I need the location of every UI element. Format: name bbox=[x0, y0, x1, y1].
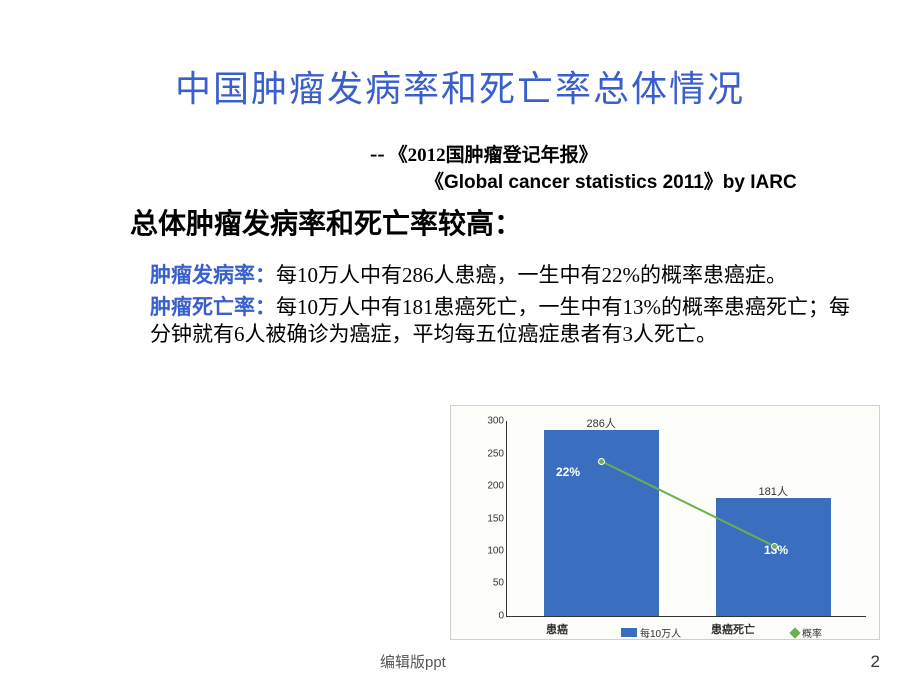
legend-line: 概率 bbox=[791, 625, 822, 640]
legend-line-swatch bbox=[789, 627, 800, 638]
legend-bar-label: 每10万人 bbox=[640, 625, 681, 640]
mortality-label: 肿瘤死亡率： bbox=[150, 295, 276, 319]
incidence-mortality-chart: 0 50 100 150 200 250 300 22% 13% 286人 18… bbox=[450, 405, 880, 640]
paragraph-2: 肿瘤死亡率：每10万人中有181患癌死亡，一生中有13%的概率患癌死亡；每分钟就… bbox=[150, 294, 870, 347]
ytick-300: 300 bbox=[487, 416, 504, 427]
legend-line-label: 概率 bbox=[802, 625, 822, 640]
ytick-200: 200 bbox=[487, 480, 504, 491]
legend-bar-swatch bbox=[621, 628, 637, 637]
bar-label-2: 181人 bbox=[759, 483, 788, 499]
bar-label-1: 286人 bbox=[587, 415, 616, 431]
incidence-label: 肿瘤发病率： bbox=[150, 263, 276, 287]
trend-point-1 bbox=[598, 458, 605, 465]
page-title: 中国肿瘤发病率和死亡率总体情况 bbox=[0, 0, 920, 112]
page-number: 2 bbox=[871, 652, 880, 672]
x-label-1: 患癌 bbox=[546, 621, 568, 637]
source-line-2: 《Global cancer statistics 2011》by IARC bbox=[425, 167, 920, 194]
body-text: 肿瘤发病率：每10万人中有286人患癌，一生中有22%的概率患癌症。 肿瘤死亡率… bbox=[150, 262, 870, 347]
subtitle: 总体肿瘤发病率和死亡率较高： bbox=[130, 202, 920, 242]
incidence-text: 每10万人中有286人患癌，一生中有22%的概率患癌症。 bbox=[276, 263, 787, 287]
ytick-150: 150 bbox=[487, 513, 504, 524]
x-label-2: 患癌死亡 bbox=[711, 621, 755, 637]
ytick-0: 0 bbox=[498, 611, 504, 622]
footer-text: 编辑版ppt bbox=[380, 651, 446, 672]
ytick-250: 250 bbox=[487, 448, 504, 459]
bar-mortality: 13% bbox=[716, 498, 831, 616]
ytick-100: 100 bbox=[487, 546, 504, 557]
legend-bar: 每10万人 bbox=[621, 625, 681, 640]
source-line-1: 《2012国肿瘤登记年报》 bbox=[389, 145, 598, 166]
paragraph-1: 肿瘤发病率：每10万人中有286人患癌，一生中有22%的概率患癌症。 bbox=[150, 262, 870, 288]
ytick-50: 50 bbox=[493, 578, 504, 589]
trend-point-2 bbox=[771, 543, 778, 550]
dash-prefix: -- bbox=[370, 141, 385, 167]
y-axis: 0 50 100 150 200 250 300 bbox=[481, 421, 506, 616]
chart-plot-area: 22% 13% 286人 181人 bbox=[506, 421, 866, 616]
source-citation: -- 《2012国肿瘤登记年报》 《Global cancer statisti… bbox=[370, 140, 920, 194]
x-axis-line bbox=[506, 616, 866, 617]
bar-inner-1: 22% bbox=[556, 465, 580, 479]
